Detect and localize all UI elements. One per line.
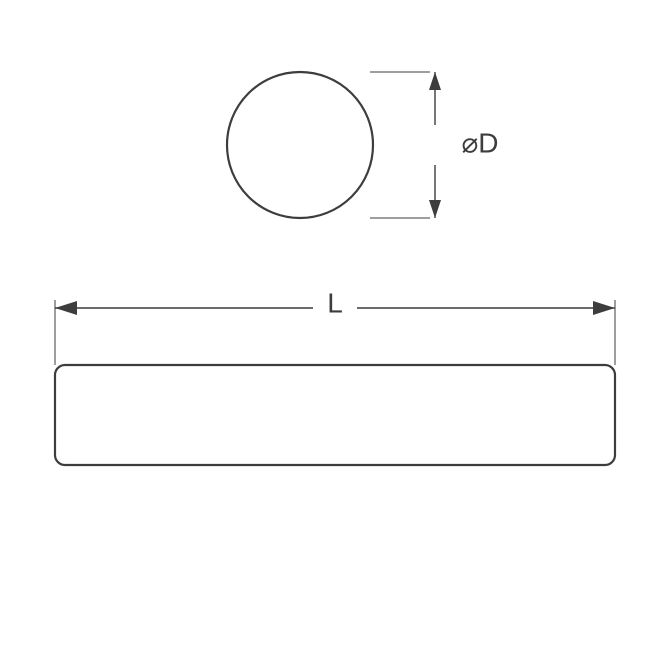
length-label: L xyxy=(327,287,343,318)
canvas-background xyxy=(0,0,670,670)
diameter-label: ⌀D xyxy=(461,127,498,158)
